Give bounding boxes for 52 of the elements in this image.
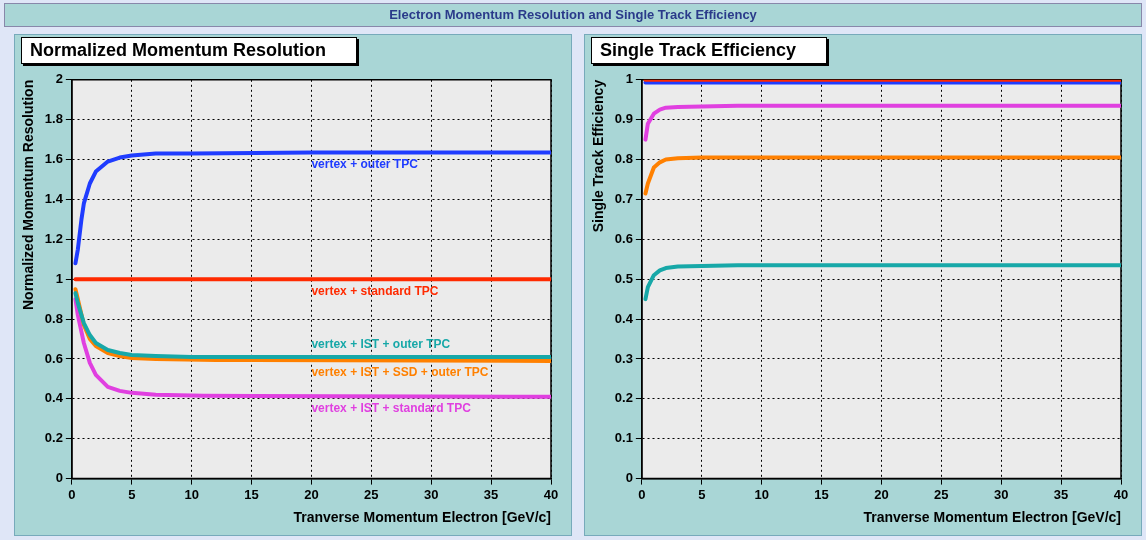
x-tick-label: 15 [814, 486, 829, 502]
chart-title: Single Track Efficiency [591, 37, 828, 64]
x-tick-label: 10 [184, 486, 199, 502]
y-axis-title: Normalized Momentum Resolution [20, 79, 37, 311]
x-tick-label: 20 [874, 486, 889, 502]
x-tick-label: 35 [1053, 486, 1069, 502]
series-label: vertex + outer TPC [311, 156, 419, 171]
x-tick-label: 30 [423, 486, 439, 502]
y-tick-label: 1.8 [44, 111, 63, 127]
x-tick-label: 10 [754, 486, 769, 502]
y-tick-label: 2 [55, 71, 63, 87]
series-label: vertex + standard TPC [311, 283, 439, 298]
x-tick-label: 5 [128, 486, 136, 502]
y-tick-label: 0.9 [614, 111, 633, 127]
x-axis-title: Tranverse Momentum Electron [GeV/c] [863, 509, 1121, 526]
x-tick-label: 25 [934, 486, 949, 502]
y-tick-label: 1.6 [44, 151, 63, 167]
y-tick-label: 0.8 [44, 310, 63, 326]
series-label: vertex + IST + standard TPC [311, 401, 472, 416]
x-tick-label: 0 [638, 486, 646, 502]
x-tick-label: 20 [304, 486, 319, 502]
y-tick-label: 0.4 [614, 310, 634, 326]
x-tick-label: 25 [364, 486, 379, 502]
x-tick-label: 0 [68, 486, 76, 502]
y-tick-label: 0.2 [44, 430, 63, 446]
series-label: vertex + IST + SSD + outer TPC [311, 365, 489, 380]
x-tick-label: 15 [244, 486, 259, 502]
y-tick-label: 0.5 [614, 270, 633, 286]
series-label: vertex + IST + outer TPC [311, 337, 451, 352]
y-tick-label: 0.2 [614, 390, 633, 406]
y-tick-label: 0.3 [614, 350, 633, 366]
y-tick-label: 1 [625, 71, 633, 87]
text: Electron Momentum Resolution and Single Track Efficiency [4, 3, 1142, 27]
x-tick-label: 5 [698, 486, 706, 502]
y-tick-label: 1.2 [44, 230, 63, 246]
x-axis-title: Tranverse Momentum Electron [GeV/c] [293, 509, 551, 526]
y-tick-label: 0 [625, 470, 633, 486]
y-tick-label: 0.4 [44, 390, 64, 406]
x-tick-label: 40 [543, 486, 559, 502]
y-tick-label: 0.7 [614, 191, 633, 207]
y-tick-label: 1.4 [44, 191, 64, 207]
y-tick-label: 0 [55, 470, 63, 486]
x-tick-label: 40 [1113, 486, 1129, 502]
x-tick-label: 35 [483, 486, 499, 502]
y-tick-label: 0.6 [614, 230, 633, 246]
y-tick-label: 0.8 [614, 151, 633, 167]
y-tick-label: 0.1 [614, 430, 633, 446]
y-tick-label: 0.6 [44, 350, 63, 366]
x-tick-label: 30 [993, 486, 1009, 502]
chart-title: Normalized Momentum Resolution [21, 37, 358, 64]
y-axis-title: Single Track Efficiency [590, 79, 607, 233]
y-tick-label: 1 [55, 270, 63, 286]
